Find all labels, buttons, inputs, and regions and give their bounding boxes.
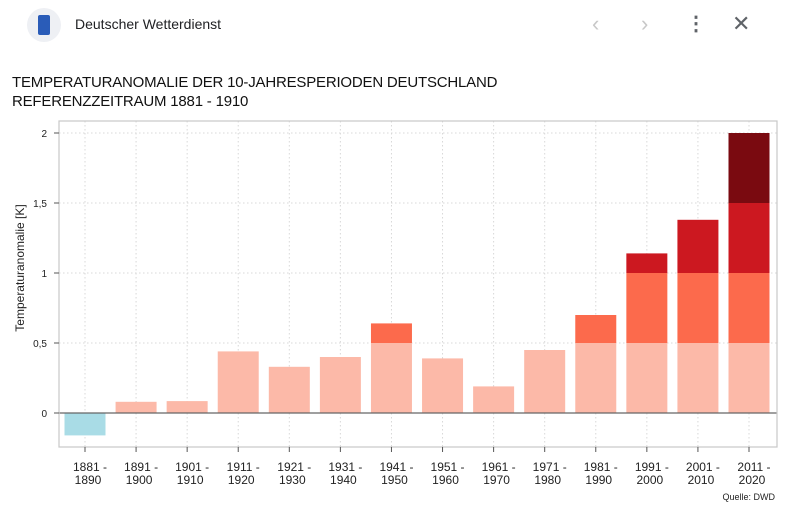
x-tick-label: 1881 - xyxy=(73,460,107,474)
bar-segment xyxy=(422,358,464,413)
y-tick-label: 2 xyxy=(41,129,47,140)
bar-negative xyxy=(64,413,106,436)
x-tick-label: 1981 - xyxy=(584,460,618,474)
x-tick-label: 1971 - xyxy=(533,460,567,474)
bar-segment xyxy=(370,323,412,343)
chevron-right-icon[interactable]: › xyxy=(641,11,649,36)
x-tick-label: 1891 - xyxy=(124,460,158,474)
y-axis-label: Temperaturanomalie [K] xyxy=(13,204,27,331)
x-tick-label: 1970 xyxy=(483,473,510,487)
bar-segment xyxy=(626,343,668,413)
x-tick-label: 2010 xyxy=(688,473,715,487)
y-tick-label: 0,5 xyxy=(33,339,47,350)
x-tick-label: 1941 - xyxy=(379,460,413,474)
bar-segment xyxy=(319,357,361,413)
bar-segment xyxy=(575,315,617,343)
bar-segment xyxy=(626,273,668,343)
bar-segment xyxy=(626,253,668,273)
x-tick-label: 1950 xyxy=(381,473,408,487)
bar-segment xyxy=(677,343,719,413)
x-tick-label: 1921 - xyxy=(277,460,311,474)
y-tick-label: 0 xyxy=(41,409,47,420)
x-tick-label: 1890 xyxy=(75,473,102,487)
dwd-logo[interactable] xyxy=(27,8,61,42)
chart-title: TEMPERATURANOMALIE DER 10-JAHRESPERIODEN… xyxy=(12,74,498,91)
chart-subtitle: REFERENZZEITRAUM 1881 - 1910 xyxy=(12,93,249,110)
bar-segment xyxy=(677,219,719,273)
x-tick-label: 1910 xyxy=(177,473,204,487)
more-vert-icon[interactable]: ⋮ xyxy=(686,13,706,35)
close-icon[interactable]: ✕ xyxy=(732,11,751,36)
chevron-left-icon[interactable]: ‹ xyxy=(592,11,600,36)
x-tick-label: 1931 - xyxy=(328,460,362,474)
bar-segment xyxy=(370,343,412,413)
source-label: Quelle: DWD xyxy=(722,492,775,502)
bar-segment xyxy=(677,273,719,343)
x-tick-label: 1990 xyxy=(585,473,612,487)
bar-segment xyxy=(728,273,770,343)
x-tick-label: 1991 - xyxy=(635,460,669,474)
bar-segment xyxy=(268,366,310,413)
bar-segment xyxy=(166,401,208,413)
x-tick-label: 2001 - xyxy=(686,460,720,474)
x-tick-label: 1961 - xyxy=(482,460,516,474)
bar-segment xyxy=(115,401,157,413)
site-name: Deutscher Wetterdienst xyxy=(75,16,222,32)
x-tick-label: 1920 xyxy=(228,473,255,487)
x-tick-label: 1901 - xyxy=(175,460,209,474)
bar-segment xyxy=(728,343,770,413)
x-tick-label: 1930 xyxy=(279,473,306,487)
x-tick-label: 1911 - xyxy=(227,460,260,474)
y-tick-label: 1 xyxy=(41,269,47,280)
x-tick-label: 2000 xyxy=(636,473,663,487)
bar-segment xyxy=(728,203,770,273)
plot-frame xyxy=(58,120,778,448)
x-tick-label: 2020 xyxy=(739,473,766,487)
bar-segment xyxy=(728,133,770,203)
x-tick-label: 1900 xyxy=(126,473,153,487)
x-tick-label: 1980 xyxy=(534,473,561,487)
x-tick-label: 1951 - xyxy=(431,460,465,474)
x-tick-label: 2011 - xyxy=(737,460,770,474)
x-tick-label: 1940 xyxy=(330,473,357,487)
bar-segment xyxy=(524,350,566,413)
x-tick-label: 1960 xyxy=(432,473,459,487)
bar-segment xyxy=(217,351,259,413)
bar-segment xyxy=(473,386,515,413)
bar-segment xyxy=(575,343,617,413)
logo-icon xyxy=(38,15,50,35)
y-tick-label: 1,5 xyxy=(33,199,47,210)
top-bar: Deutscher Wetterdienst ‹ › ⋮ ✕ xyxy=(0,0,788,50)
